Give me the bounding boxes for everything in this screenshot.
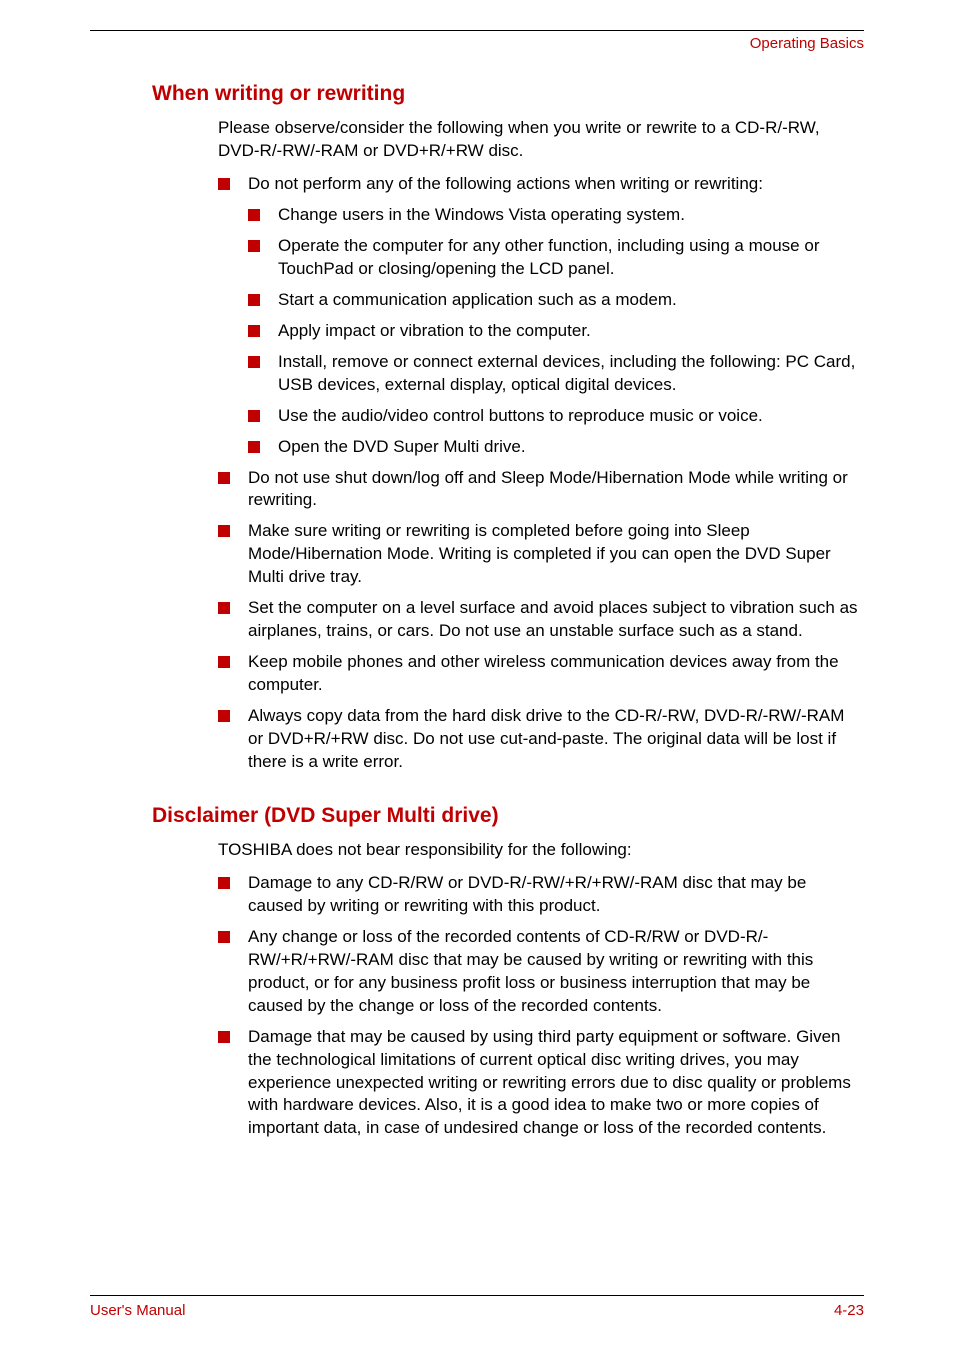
bullet-list: Do not perform any of the following acti… — [218, 173, 864, 774]
chapter-title: Operating Basics — [90, 35, 864, 52]
list-item: Keep mobile phones and other wireless co… — [218, 651, 864, 697]
footer-left: User's Manual — [90, 1302, 185, 1319]
list-item: Install, remove or connect external devi… — [248, 351, 864, 397]
footer-row: User's Manual 4-23 — [90, 1302, 864, 1319]
bullet-list: Damage to any CD-R/RW or DVD-R/-RW/+R/+R… — [218, 872, 864, 1140]
section-intro: TOSHIBA does not bear responsibility for… — [218, 839, 864, 862]
list-item: Operate the computer for any other funct… — [248, 235, 864, 281]
page: Operating Basics When writing or rewriti… — [0, 0, 954, 1351]
footer-right: 4-23 — [834, 1302, 864, 1319]
list-item: Make sure writing or rewriting is comple… — [218, 520, 864, 589]
list-item: Set the computer on a level surface and … — [218, 597, 864, 643]
section-title-disclaimer: Disclaimer (DVD Super Multi drive) — [152, 802, 864, 829]
list-item: Always copy data from the hard disk driv… — [218, 705, 864, 774]
list-item: Damage to any CD-R/RW or DVD-R/-RW/+R/+R… — [218, 872, 864, 918]
list-item: Do not use shut down/log off and Sleep M… — [218, 467, 864, 513]
section-title-writing: When writing or rewriting — [152, 80, 864, 107]
list-item: Start a communication application such a… — [248, 289, 864, 312]
list-item: Open the DVD Super Multi drive. — [248, 436, 864, 459]
list-item: Use the audio/video control buttons to r… — [248, 405, 864, 428]
footer-rule — [90, 1295, 864, 1296]
header-rule — [90, 30, 864, 31]
page-footer: User's Manual 4-23 — [90, 1295, 864, 1319]
list-item: Any change or loss of the recorded conte… — [218, 926, 864, 1018]
bullet-sublist: Change users in the Windows Vista operat… — [248, 204, 864, 458]
section-intro: Please observe/consider the following wh… — [218, 117, 864, 163]
list-item: Damage that may be caused by using third… — [218, 1026, 864, 1141]
list-item: Apply impact or vibration to the compute… — [248, 320, 864, 343]
list-item: Change users in the Windows Vista operat… — [248, 204, 864, 227]
list-item: Do not perform any of the following acti… — [218, 173, 864, 458]
list-item-text: Do not perform any of the following acti… — [248, 174, 763, 193]
